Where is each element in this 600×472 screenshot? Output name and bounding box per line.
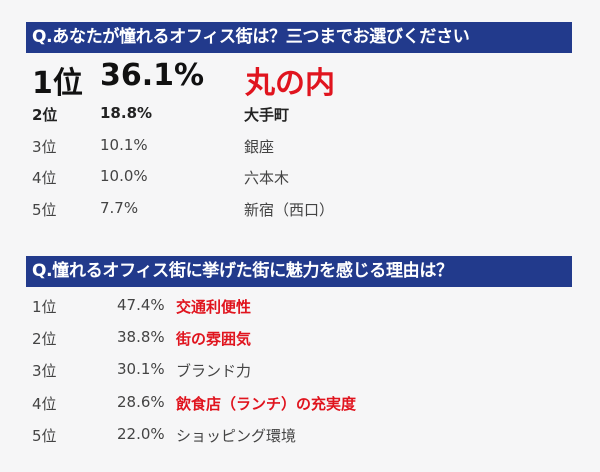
rank: 2位 <box>32 330 57 348</box>
office-area: 銀座 <box>244 138 275 156</box>
percent: 10.0% <box>100 167 148 185</box>
rank: 1位 <box>32 298 57 316</box>
reason: 交通利便性 <box>176 298 252 316</box>
rank: 3位 <box>32 362 57 380</box>
reason: 飲食店（ランチ）の充実度 <box>176 395 357 413</box>
rank: 4位 <box>32 169 57 187</box>
percent: 22.0% <box>117 425 165 443</box>
percent: 10.1% <box>100 136 148 154</box>
reason-rank-row-2: 2位 38.8% 街の雰囲気 <box>0 328 600 354</box>
office-area: 丸の内 <box>245 66 335 101</box>
office-rank-row-4: 4位 10.0% 六本木 <box>0 167 600 193</box>
rank: 3位 <box>32 138 57 156</box>
reason-rank-row-5: 5位 22.0% ショッピング環境 <box>0 425 600 451</box>
percent: 47.4% <box>117 296 165 314</box>
office-rank-row-3: 3位 10.1% 銀座 <box>0 136 600 162</box>
rank: 2位 <box>32 106 58 124</box>
percent: 36.1% <box>100 58 205 93</box>
percent: 38.8% <box>117 328 165 346</box>
reason: ブランド力 <box>176 362 252 380</box>
percent: 18.8% <box>100 104 153 122</box>
office-area: 新宿（西口） <box>244 201 335 219</box>
question-1-header: Q.あなたが憧れるオフィス街は？三つまでお選びください <box>26 22 572 53</box>
percent: 7.7% <box>100 199 139 217</box>
rank: 5位 <box>32 427 57 445</box>
office-rank-row-2: 2位 18.8% 大手町 <box>0 104 600 130</box>
reason: 街の雰囲気 <box>176 330 252 348</box>
reason-rank-row-1: 1位 47.4% 交通利便性 <box>0 296 600 322</box>
rank: 1位 <box>32 66 83 101</box>
office-rank-row-5: 5位 7.7% 新宿（西口） <box>0 199 600 225</box>
question-2-header: Q.憧れるオフィス街に挙げた街に魅力を感じる理由は？ <box>26 256 572 287</box>
rank: 4位 <box>32 395 57 413</box>
office-area: 大手町 <box>244 106 290 124</box>
reason-rank-row-3: 3位 30.1% ブランド力 <box>0 360 600 386</box>
reason-rank-row-4: 4位 28.6% 飲食店（ランチ）の充実度 <box>0 393 600 419</box>
office-area: 六本木 <box>244 169 290 187</box>
percent: 30.1% <box>117 360 165 378</box>
rank: 5位 <box>32 201 57 219</box>
reason: ショッピング環境 <box>176 427 297 445</box>
percent: 28.6% <box>117 393 165 411</box>
office-rank-row-1: 1位 36.1% 丸の内 <box>0 58 600 101</box>
